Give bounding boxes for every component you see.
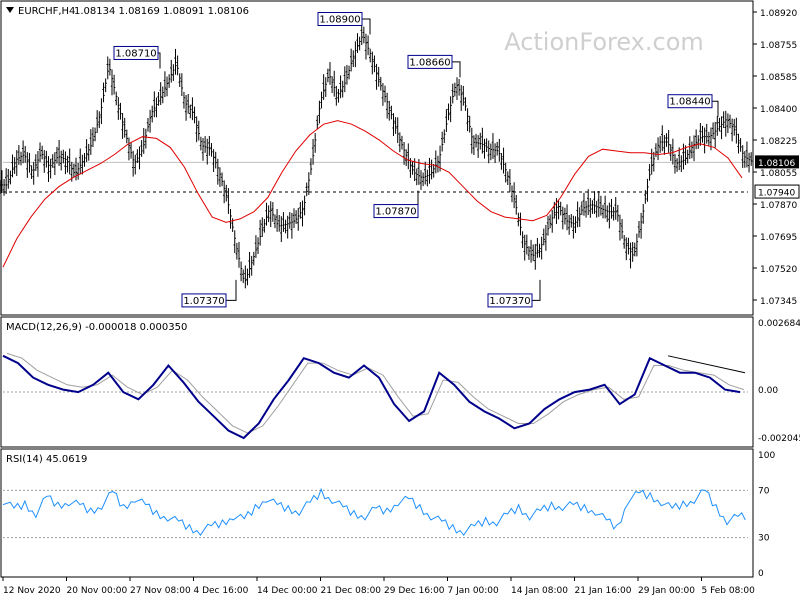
callout-leader [226, 279, 237, 301]
time-axis-label: 7 Jan 00:00 [448, 586, 500, 596]
callout-label: 1.08660 [409, 57, 450, 68]
callout-box [317, 12, 363, 27]
callout-leader [158, 52, 161, 69]
time-axis-label: 29 Dec 16:00 [384, 586, 445, 596]
callout-label: 1.08440 [669, 97, 710, 108]
price-axis: 1.08920 1.08755 1.08585 1.08400 1.08225 1.080… [753, 9, 800, 307]
time-axis-label: 14 Jan 08:00 [511, 586, 568, 596]
callout-box [373, 204, 419, 219]
price-axis-label: 1.07345 [760, 297, 797, 307]
price-axis-label: 1.08225 [760, 137, 797, 147]
callout-box [407, 54, 453, 69]
time-axis-label: 5 Feb 08:00 [702, 586, 756, 596]
callout-label: 1.07370 [183, 296, 224, 307]
current-price-tag [755, 155, 799, 169]
callout-leader [712, 100, 719, 117]
rsi-axis-label: 100 [758, 451, 775, 461]
callout-label: 1.07870 [375, 207, 416, 218]
reference-price-tag [754, 184, 800, 199]
rsi-axis-label: 70 [758, 486, 770, 496]
macd-axis-label: 0.002684 [758, 319, 800, 329]
dropdown-triangle-icon[interactable] [6, 7, 14, 13]
callout-leader [452, 61, 461, 78]
time-axis-label: 21 Dec 08:00 [321, 586, 382, 596]
time-axis-label: 29 Jan 00:00 [638, 586, 695, 596]
rsi-line [2, 487, 746, 537]
price-reference-lines [3, 161, 748, 193]
callout-label: 1.08710 [115, 48, 156, 59]
macd-panel-frame [0, 316, 754, 448]
macd-signal-line [6, 352, 745, 434]
callout-leader [532, 279, 541, 301]
chart-ohlc: 1.08134 1.08169 1.08091 1.08106 [74, 6, 249, 17]
macd-axis-label: -0.002045 [758, 434, 800, 444]
macd-axis-label: 0.00 [758, 386, 778, 396]
price-callouts: 1.08710 1.07370 1.08900 1.08660 1.07870 1.073… [113, 12, 719, 308]
callout-label: 1.07370 [489, 296, 530, 307]
time-axis: 12 Nov 2020 20 Nov 00:00 27 Nov 08:00 4 Dec… [2, 577, 756, 596]
price-axis-label: 1.07870 [760, 201, 797, 211]
time-axis-label: 27 Nov 08:00 [130, 586, 191, 596]
time-axis-label: 4 Dec 16:00 [194, 586, 249, 596]
macd-title: MACD(12,26,9) -0.000018 0.000350 [6, 322, 187, 333]
chart-symbol: EURCHF,H4 [18, 6, 75, 17]
macd-axis: 0.002684 0.00 -0.002045 [758, 319, 800, 444]
price-axis-label: 1.08585 [760, 73, 797, 83]
rsi-panel-frame [0, 448, 754, 578]
moving-average [2, 120, 743, 268]
macd-line [2, 354, 741, 440]
rsi-plot [2, 487, 748, 539]
callout-box [181, 293, 227, 308]
moving-average-line [2, 120, 743, 268]
rsi-axis-label: 30 [758, 534, 770, 544]
rsi-axis: 100 70 30 0 [758, 451, 775, 579]
time-axis-label: 21 Jan 16:00 [575, 586, 632, 596]
price-axis-label: 1.08400 [760, 105, 797, 115]
price-axis-label: 1.07520 [760, 265, 797, 275]
callout-box [113, 45, 159, 60]
callout-box [667, 94, 713, 109]
callout-box [487, 293, 533, 308]
price-axis-label: 1.08920 [760, 9, 797, 19]
rsi-axis-label: 0 [758, 569, 764, 579]
time-axis-label: 20 Nov 00:00 [67, 586, 128, 596]
price-axis-label: 1.07695 [760, 233, 797, 243]
callout-label: 1.08900 [319, 15, 360, 26]
macd-plot [2, 352, 748, 440]
callout-leader [362, 18, 371, 35]
time-axis-label: 12 Nov 2020 [3, 586, 61, 596]
time-axis-label: 14 Dec 00:00 [257, 586, 318, 596]
rsi-title: RSI(14) 45.0619 [6, 454, 87, 465]
macd-trendline [667, 355, 746, 374]
watermark: ActionForex.com [504, 28, 704, 56]
price-axis-label: 1.08755 [760, 41, 797, 51]
reference-price-label: 1.07940 [758, 189, 795, 199]
price-bars [0, 22, 753, 289]
price-axis-label: 1.08055 [760, 169, 797, 179]
current-price-label: 1.08106 [758, 159, 795, 169]
